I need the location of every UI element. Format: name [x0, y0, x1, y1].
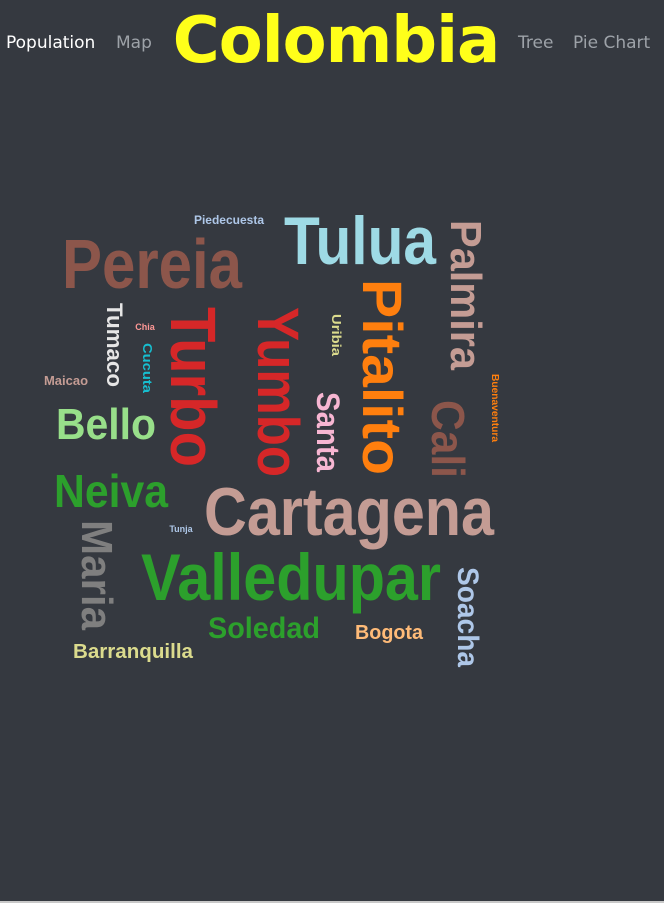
- top-navigation: Population Map Colombia Tree Pie Chart: [0, 0, 664, 86]
- nav-population-link[interactable]: Population: [6, 33, 96, 53]
- word-valledupar: Valledupar: [141, 540, 441, 614]
- word-bogota: Bogota: [355, 622, 424, 644]
- word-yumbo: Yumbo: [245, 307, 310, 477]
- nav-map-link[interactable]: Map: [116, 33, 152, 53]
- word-tumaco: Tumaco: [102, 303, 127, 387]
- word-chia: Chia: [135, 322, 155, 332]
- word-pitalito: Pitalito: [351, 279, 414, 475]
- word-uribia: Uribia: [329, 314, 344, 357]
- word-turbo: Turbo: [157, 307, 229, 467]
- word-neiva: Neiva: [54, 465, 168, 517]
- word-piedecuesta: Piedecuesta: [194, 213, 264, 227]
- word-maicao: Maicao: [44, 373, 88, 388]
- word-tunja: Tunja: [169, 524, 193, 534]
- nav-tree-link[interactable]: Tree: [518, 33, 554, 53]
- word-cloud: Piedecuesta Tulua Pereia Palmira Tumaco …: [44, 203, 500, 667]
- brand-title-link[interactable]: Colombia: [172, 4, 500, 78]
- word-bello: Bello: [56, 400, 156, 449]
- word-cartagena: Cartagena: [204, 474, 495, 550]
- word-soacha: Soacha: [451, 567, 484, 667]
- word-buenaventura: Buenaventura: [489, 374, 500, 442]
- word-cucuta: Cucuta: [140, 343, 155, 394]
- word-maria: Maria: [72, 520, 121, 630]
- word-cali: Cali: [422, 400, 474, 478]
- word-palmira: Palmira: [441, 220, 490, 370]
- word-soledad: Soledad: [208, 612, 320, 645]
- word-pereia: Pereia: [62, 225, 243, 303]
- word-barranquilla: Barranquilla: [73, 641, 194, 663]
- word-santa: Santa: [310, 392, 346, 472]
- bottom-border: [0, 901, 664, 903]
- nav-pie-chart-link[interactable]: Pie Chart: [573, 33, 651, 53]
- word-tulua: Tulua: [284, 203, 437, 279]
